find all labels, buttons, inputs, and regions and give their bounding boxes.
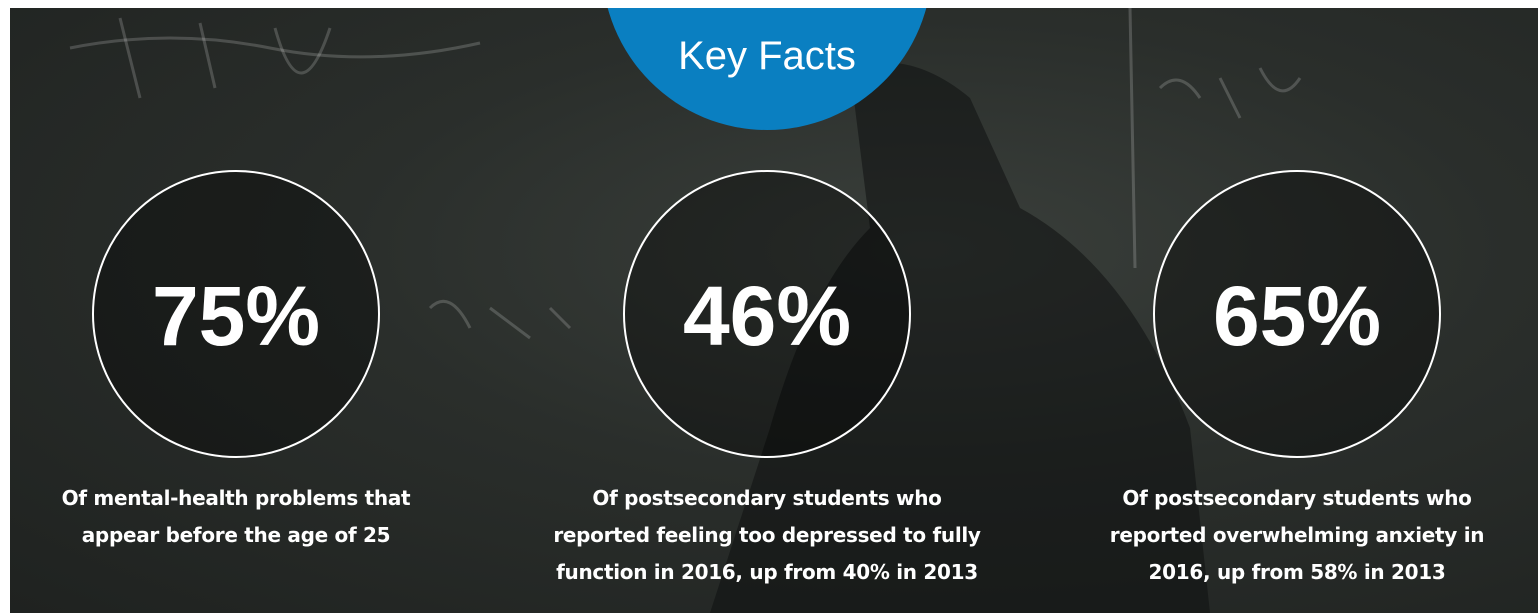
stat-circle: [1153, 170, 1441, 458]
stat-value: 75%: [151, 269, 321, 363]
section-title: Key Facts: [678, 34, 856, 78]
stat-description: Of postsecondary students who reported f…: [553, 486, 981, 584]
stat-circle: [623, 170, 911, 458]
chalkboard-background: [69, 8, 1302, 613]
stat-value: 65%: [1212, 269, 1382, 363]
stat-description: Of mental-health problems that appear be…: [61, 486, 411, 547]
stat-value: 46%: [682, 269, 852, 363]
stat-description: Of postsecondary students who reported o…: [1109, 486, 1485, 584]
key-facts-section: Key Facts 75% Of mental-health problems t…: [10, 8, 1538, 613]
stat-circle: [92, 170, 380, 458]
